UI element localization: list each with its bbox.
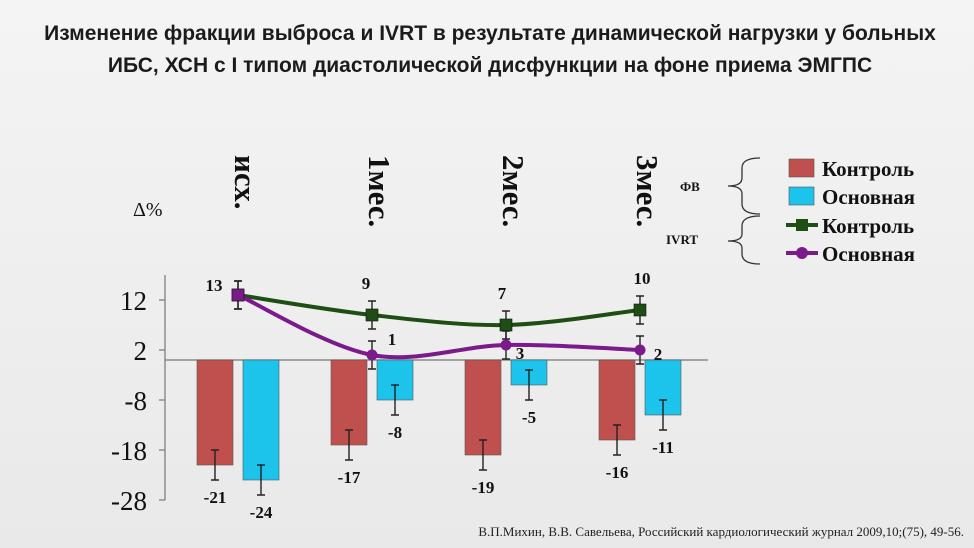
- line-value-label: 1: [388, 330, 397, 349]
- category-label: исх.: [228, 155, 263, 209]
- line-point: [500, 339, 512, 351]
- error-bar: [525, 369, 533, 401]
- bar-value-label: -19: [472, 478, 495, 497]
- line-value-label: 13: [206, 276, 223, 295]
- bar-value-label: -24: [250, 503, 273, 522]
- legend-marker: [796, 247, 808, 259]
- y-tick-label: -18: [111, 436, 147, 466]
- error-bar: [391, 384, 399, 416]
- category-label: 1мес.: [362, 155, 397, 227]
- line-point: [365, 308, 379, 322]
- line-point: [366, 349, 378, 361]
- line-value-label: 3: [516, 344, 525, 363]
- line-value-label: 2: [654, 345, 663, 364]
- error-bar: [211, 449, 219, 481]
- y-tick-label: -8: [125, 386, 148, 416]
- citation: В.П.Михин, В.В. Савельева, Российский ка…: [478, 524, 964, 539]
- y-tick-label: 2: [134, 336, 148, 366]
- category-label: 2мес.: [496, 155, 531, 227]
- y-axis-label: Δ%: [133, 199, 163, 221]
- bar: [196, 359, 234, 466]
- legend-brace: [727, 157, 761, 215]
- bar-value-label: -21: [204, 488, 227, 507]
- bar-value-label: -17: [338, 468, 361, 487]
- legend-group-label: ФВ: [680, 179, 700, 194]
- error-bar: [345, 429, 353, 461]
- legend-swatch: [788, 186, 815, 206]
- line-point: [633, 303, 647, 317]
- bar-value-label: -5: [522, 408, 536, 427]
- legend-label: Контроль: [822, 214, 914, 238]
- bar: [242, 359, 280, 481]
- line-point: [634, 344, 646, 356]
- bar-value-label: -8: [388, 423, 402, 442]
- line-point: [231, 288, 245, 302]
- error-bar: [659, 399, 667, 431]
- line-value-label: 10: [634, 269, 651, 288]
- series-line: [237, 293, 641, 328]
- y-tick-label: -28: [111, 486, 147, 516]
- category-label: 3мес.: [630, 155, 665, 227]
- bar: [464, 359, 502, 456]
- legend-label: Основная: [822, 185, 915, 209]
- legend-marker: [796, 219, 808, 231]
- line-value-label: 7: [498, 284, 507, 303]
- error-bar: [613, 424, 621, 456]
- error-bar: [257, 464, 265, 496]
- y-tick-label: 12: [120, 286, 147, 316]
- error-bar: [479, 439, 487, 471]
- legend-swatch: [788, 158, 815, 178]
- legend-label: Контроль: [822, 157, 914, 181]
- line-value-label: 9: [362, 274, 371, 293]
- legend-brace: [727, 215, 761, 265]
- series-line: [237, 293, 641, 360]
- line-point: [499, 318, 513, 332]
- legend-group-label: IVRT: [666, 232, 698, 247]
- chart-title: Изменение фракции выброса и IVRT в резул…: [44, 22, 936, 77]
- bar-value-label: -16: [606, 463, 629, 482]
- legend-label: Основная: [822, 242, 915, 266]
- bar-value-label: -11: [652, 438, 674, 457]
